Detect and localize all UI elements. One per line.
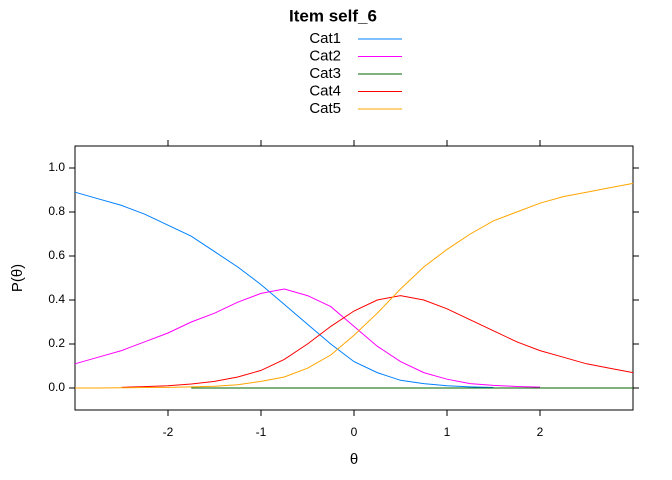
y-tick-label: 0.2	[48, 336, 65, 350]
x-tick-label: -1	[256, 425, 267, 439]
y-tick-label: 0.6	[48, 248, 65, 262]
legend-label: Cat4	[309, 82, 341, 99]
x-tick-label: 2	[537, 425, 544, 439]
legend-label: Cat1	[309, 30, 341, 47]
chart-title: Item self_6	[289, 6, 377, 25]
y-tick-label: 0.4	[48, 292, 65, 306]
x-axis-label: θ	[350, 451, 358, 468]
y-tick-label: 0.0	[48, 380, 65, 394]
legend-label: Cat2	[309, 47, 341, 64]
legend-label: Cat5	[309, 100, 341, 117]
series-line	[74, 288, 541, 388]
series-line	[74, 191, 494, 389]
series-line	[75, 182, 634, 389]
x-tick-label: 1	[444, 425, 451, 439]
x-tick-label: -2	[163, 425, 174, 439]
plot-frame	[74, 145, 634, 411]
x-tick-label: 0	[351, 425, 358, 439]
legend-label: Cat3	[309, 65, 341, 82]
y-axis-label: P(θ)	[9, 264, 26, 292]
y-tick-label: 0.8	[48, 204, 65, 218]
series-line	[121, 295, 634, 388]
y-tick-label: 1.0	[48, 160, 65, 174]
